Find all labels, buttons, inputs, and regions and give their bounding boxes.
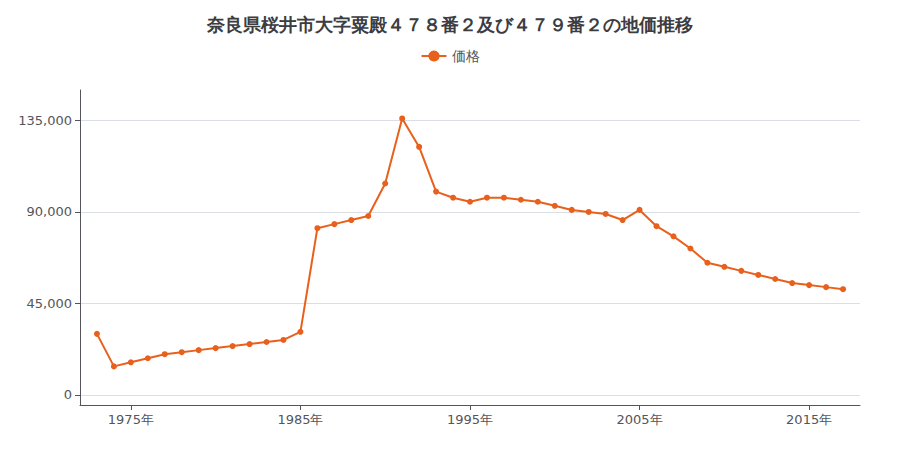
svg-text:奈良県桜井市大字粟殿４７８番２及び４７９番２の地価推移: 奈良県桜井市大字粟殿４７８番２及び４７９番２の地価推移 — [206, 14, 693, 35]
svg-text:1995年: 1995年 — [447, 412, 493, 427]
svg-text:135,000: 135,000 — [18, 113, 72, 128]
svg-text:1975年: 1975年 — [108, 412, 154, 427]
svg-text:2005年: 2005年 — [617, 412, 663, 427]
svg-text:90,000: 90,000 — [27, 204, 73, 219]
svg-text:1985年: 1985年 — [277, 412, 323, 427]
svg-text:45,000: 45,000 — [27, 296, 73, 311]
svg-text:0: 0 — [64, 387, 72, 402]
svg-text:価格: 価格 — [452, 48, 480, 64]
svg-text:2015年: 2015年 — [786, 412, 832, 427]
